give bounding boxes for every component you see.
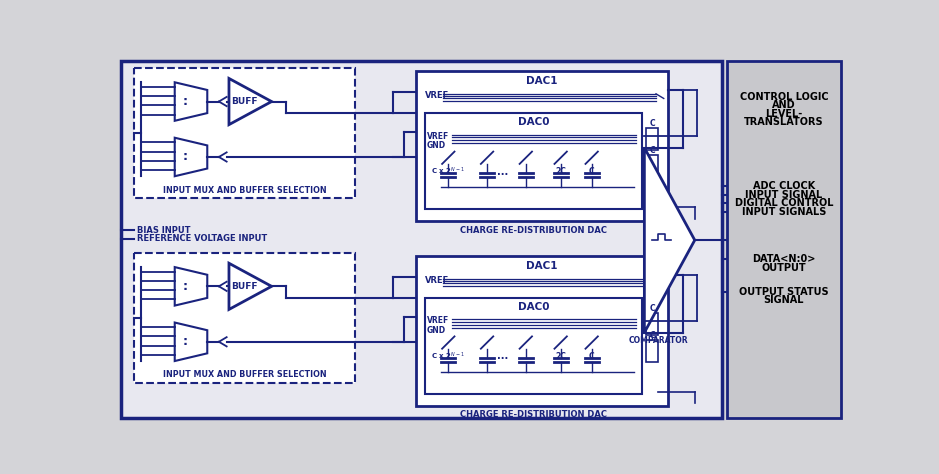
Text: VREF: VREF (426, 132, 449, 141)
Text: DIGITAL CONTROL: DIGITAL CONTROL (734, 198, 833, 208)
Text: VREF: VREF (425, 91, 449, 100)
Polygon shape (229, 263, 271, 310)
Text: :: : (183, 150, 188, 164)
Text: :: : (183, 280, 188, 293)
Text: ADC CLOCK: ADC CLOCK (753, 181, 815, 191)
Polygon shape (229, 78, 271, 125)
Text: SIGNAL: SIGNAL (763, 295, 804, 305)
Text: GND: GND (426, 141, 446, 150)
Bar (425, 298, 642, 394)
Text: CHARGE RE-DISTRIBUTION DAC: CHARGE RE-DISTRIBUTION DAC (460, 226, 607, 235)
Bar (134, 253, 355, 383)
Text: OUTPUT STATUS: OUTPUT STATUS (739, 287, 829, 297)
Text: DAC1: DAC1 (526, 261, 557, 271)
Text: C: C (589, 167, 594, 176)
Bar (646, 155, 658, 177)
Text: GND: GND (426, 326, 446, 335)
Text: CONTROL LOGIC: CONTROL LOGIC (740, 92, 828, 102)
Text: COMPARATOR: COMPARATOR (628, 336, 688, 345)
Text: CHARGE RE-DISTRIBUTION DAC: CHARGE RE-DISTRIBUTION DAC (460, 410, 607, 419)
Text: DAC0: DAC0 (517, 118, 549, 128)
Bar (646, 313, 658, 335)
Text: 2C: 2C (555, 167, 566, 176)
Bar (425, 113, 642, 210)
Text: VREF: VREF (426, 317, 449, 326)
Text: REFERENCE VOLTAGE INPUT: REFERENCE VOLTAGE INPUT (137, 234, 267, 243)
Text: AND: AND (772, 100, 795, 110)
Text: INPUT SIGNALS: INPUT SIGNALS (742, 207, 826, 217)
Polygon shape (644, 148, 695, 333)
Text: INPUT MUX AND BUFFER SELECTION: INPUT MUX AND BUFFER SELECTION (162, 186, 326, 195)
Text: VREF: VREF (425, 276, 449, 285)
Text: LEVEL-: LEVEL- (765, 109, 803, 119)
Polygon shape (175, 267, 208, 306)
Bar (416, 255, 668, 406)
Text: C: C (649, 331, 654, 340)
Text: C x 2$^{N-1}$: C x 2$^{N-1}$ (431, 166, 465, 177)
Text: 2C: 2C (555, 352, 566, 361)
Text: ...: ... (497, 351, 508, 361)
Text: C x 2$^{N-1}$: C x 2$^{N-1}$ (431, 351, 465, 362)
Text: C: C (649, 304, 654, 313)
Text: BIAS INPUT: BIAS INPUT (137, 226, 191, 235)
Polygon shape (175, 82, 208, 121)
Text: C: C (649, 119, 654, 128)
Bar (416, 71, 668, 221)
Polygon shape (175, 322, 208, 361)
Text: :: : (183, 95, 188, 108)
Text: DATA<N:0>: DATA<N:0> (752, 255, 816, 264)
Text: DAC0: DAC0 (517, 302, 549, 312)
Bar (121, 61, 722, 418)
Text: INPUT SIGNAL: INPUT SIGNAL (746, 190, 823, 200)
Text: OUTPUT: OUTPUT (762, 263, 807, 273)
Text: BUFF: BUFF (231, 282, 257, 291)
Bar (646, 340, 658, 362)
Text: TRANSLATORS: TRANSLATORS (744, 118, 824, 128)
Text: C: C (589, 352, 594, 361)
Text: INPUT MUX AND BUFFER SELECTION: INPUT MUX AND BUFFER SELECTION (162, 370, 326, 379)
Bar (728, 61, 841, 418)
Text: :: : (183, 335, 188, 348)
Text: ...: ... (497, 166, 508, 177)
Text: C: C (649, 146, 654, 155)
Bar (646, 128, 658, 150)
Polygon shape (175, 138, 208, 176)
Text: BUFF: BUFF (231, 97, 257, 106)
Bar (134, 68, 355, 198)
Text: DAC1: DAC1 (526, 76, 557, 86)
